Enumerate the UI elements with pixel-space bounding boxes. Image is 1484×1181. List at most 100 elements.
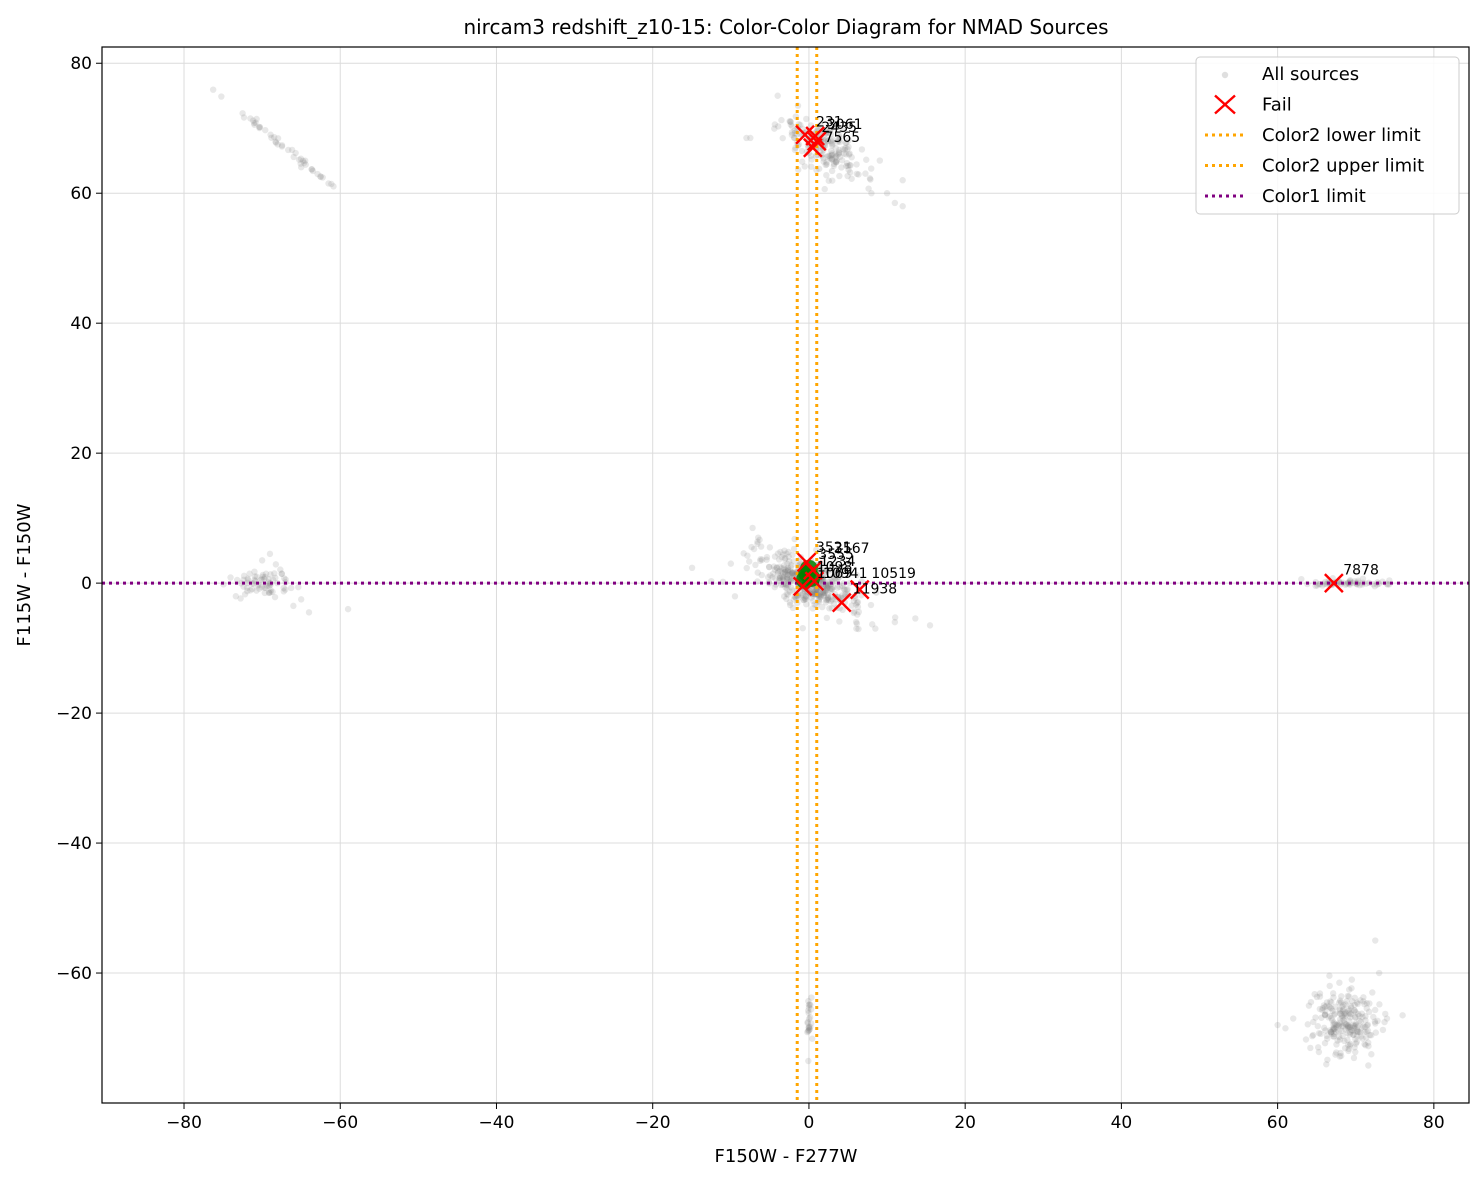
source-point	[249, 585, 256, 593]
source-point	[787, 118, 794, 125]
source-point	[839, 592, 846, 599]
source-point	[830, 583, 837, 591]
source-point	[1352, 1020, 1359, 1028]
source-point	[1298, 575, 1305, 583]
source-point	[828, 155, 836, 162]
source-point	[1356, 581, 1363, 589]
source-point	[852, 601, 860, 608]
source-point	[272, 561, 280, 568]
source-point	[1337, 1052, 1345, 1060]
source-point	[243, 584, 251, 591]
source-point	[804, 1028, 812, 1035]
source-point	[755, 534, 762, 541]
source-point	[855, 625, 862, 633]
source-point	[775, 556, 783, 563]
source-point	[1351, 1044, 1358, 1051]
source-point	[1360, 998, 1367, 1005]
source-point	[1335, 1021, 1343, 1029]
source-point	[209, 86, 217, 93]
source-point	[824, 125, 831, 133]
source-point	[1335, 1022, 1343, 1030]
source-point	[256, 123, 263, 131]
source-point	[1362, 1013, 1369, 1020]
source-point	[1350, 1031, 1357, 1038]
source-point	[866, 175, 874, 182]
source-point	[330, 183, 337, 190]
source-point	[832, 159, 840, 166]
source-point	[785, 566, 792, 574]
source-id-label: 2435	[821, 120, 857, 136]
source-point	[237, 595, 244, 602]
source-point	[750, 545, 758, 553]
source-point	[853, 571, 860, 579]
source-point	[719, 578, 727, 586]
source-point	[824, 594, 832, 601]
source-point	[786, 588, 794, 595]
source-point	[805, 1027, 813, 1034]
source-point	[828, 155, 835, 163]
source-point	[247, 115, 254, 122]
source-point	[1336, 999, 1343, 1006]
source-point	[1349, 579, 1357, 587]
source-point	[1319, 1004, 1326, 1012]
source-point	[839, 606, 846, 614]
x-axis-label: F150W - F277W	[715, 1146, 858, 1167]
source-point	[784, 564, 792, 571]
source-point	[778, 116, 785, 124]
source-point	[824, 582, 832, 590]
source-point	[1323, 1032, 1331, 1039]
source-point	[274, 135, 282, 142]
source-point	[1339, 1023, 1346, 1030]
source-point	[817, 592, 824, 599]
source-point	[834, 138, 842, 146]
source-point	[832, 150, 839, 158]
source-point	[1359, 1013, 1366, 1021]
source-point	[244, 575, 251, 582]
source-point	[271, 570, 278, 577]
source-point	[259, 571, 267, 579]
source-id-label: 3061	[827, 117, 863, 133]
source-point	[836, 618, 843, 625]
source-point	[805, 1024, 813, 1031]
source-point	[926, 622, 934, 629]
source-point	[824, 584, 832, 592]
source-point	[806, 1001, 813, 1008]
source-id-label: 11938	[853, 582, 898, 598]
source-point	[912, 615, 919, 622]
source-point	[835, 136, 843, 144]
source-point	[823, 566, 830, 574]
source-point	[821, 137, 829, 144]
source-point	[783, 575, 791, 582]
source-point	[829, 151, 836, 159]
source-point	[833, 152, 840, 160]
source-point	[1338, 993, 1345, 1000]
source-point	[240, 114, 248, 121]
source-point	[240, 572, 248, 580]
source-point	[1343, 1021, 1350, 1028]
source-point	[776, 574, 783, 582]
source-point	[805, 1023, 813, 1030]
source-point	[826, 127, 834, 134]
source-point	[827, 587, 834, 594]
source-point	[297, 164, 305, 171]
source-point	[829, 156, 836, 164]
source-point	[838, 157, 846, 164]
source-point	[1350, 1024, 1358, 1032]
source-point	[1357, 1018, 1364, 1025]
source-point	[1342, 1026, 1349, 1033]
source-point	[290, 153, 297, 161]
source-point	[823, 566, 830, 573]
source-point	[301, 159, 308, 166]
source-point	[297, 160, 304, 167]
source-point	[1379, 1026, 1387, 1034]
source-point	[787, 570, 794, 578]
source-point	[1334, 1037, 1341, 1044]
legend-label: Fail	[1262, 95, 1292, 116]
source-point	[774, 568, 782, 575]
source-point	[891, 618, 899, 626]
source-point	[770, 563, 778, 570]
source-point	[1342, 1010, 1349, 1017]
source-point	[1336, 1007, 1344, 1014]
source-point	[827, 131, 835, 138]
source-point	[788, 571, 795, 578]
